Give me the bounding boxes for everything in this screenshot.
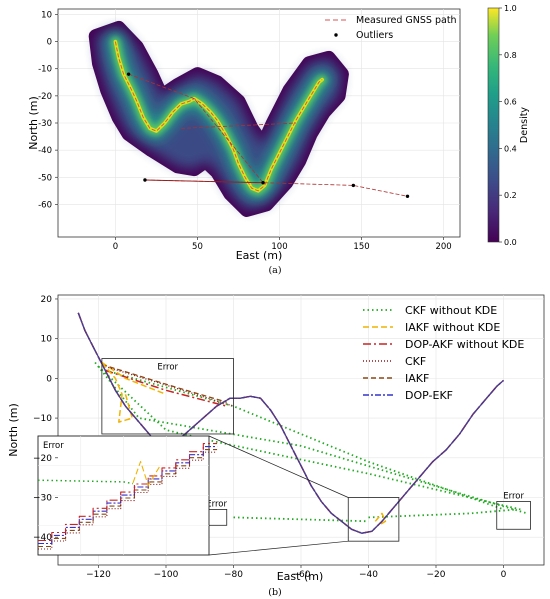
iakf-without-kde-spike [374, 512, 387, 526]
panel-b-ytick-label: 10 [41, 335, 53, 345]
legend-gnss-label: Measured GNSS path [356, 15, 457, 26]
panel-a-xtick-label: 0 [113, 242, 118, 252]
trajectory-main-line [77, 312, 504, 534]
outlier-point [126, 72, 131, 76]
panel-b-ytick-label: 20 [41, 295, 53, 305]
error-box-label: Error [157, 363, 178, 373]
inset-iakf [38, 449, 218, 548]
panel-a-legend: Measured GNSS path Outliers [325, 15, 457, 41]
panel-a-xtick-label: 200 [435, 242, 451, 252]
error-diagonal-ckf [105, 365, 234, 407]
panel-b-xtick-label: −120 [86, 570, 111, 580]
panel-b-xtick-label: −60 [292, 570, 311, 580]
inset-ckf [38, 451, 218, 550]
colorbar-tick-label: 0.4 [504, 144, 517, 153]
inset-connector [208, 435, 349, 498]
outlier-solid-line [144, 179, 264, 184]
legend-outlier-swatch [334, 33, 338, 37]
panel-b-ytick-label: −10 [33, 414, 52, 424]
legend-label: IAKF [405, 372, 429, 385]
panel-b-ylabel: North (m) [7, 403, 20, 457]
inset-iakf-without-kde [132, 460, 161, 486]
colorbar [487, 7, 500, 243]
outlier-point [143, 178, 147, 182]
panel-b-ticks: −120 −100 −80 −60 −40 −20 0 20 10 0 −10 −20 −30 −40 [33, 295, 507, 580]
panel-a-ytick-label: -50 [38, 173, 52, 183]
panel-a-ylabel: North (m) [27, 96, 40, 150]
ckf-without-kde-segment [94, 361, 528, 515]
panel-b-xtick-label: −40 [359, 570, 378, 580]
panel-a-xlabel: East (m) [236, 249, 283, 262]
panel-a-ytick-label: -60 [38, 200, 52, 210]
panel-b-series [77, 312, 528, 534]
panel-b-xlabel: East (m) [277, 570, 324, 583]
gnss-path-line [114, 41, 323, 192]
error-box [347, 497, 400, 542]
panel-a-ytick-label: -30 [38, 119, 52, 129]
panel-a-ytick-label: -20 [38, 92, 52, 102]
colorbar-tick-label: 0.8 [504, 51, 517, 60]
panel-a-ytick-label: 10 [41, 10, 52, 20]
iakf-without-kde-spike [101, 362, 134, 423]
colorbar-label: Density [519, 107, 530, 143]
colorbar-tick-label: 0.0 [504, 238, 517, 247]
inset-connector [208, 540, 349, 556]
colorbar-tick-label: 1.0 [504, 4, 517, 13]
panel-a-xtick-label: 50 [192, 242, 203, 252]
panel-b-xtick-label: −80 [224, 570, 243, 580]
panel-a-ytick-label: -10 [38, 65, 52, 75]
outlier-point [351, 183, 356, 188]
outlier-point [261, 181, 265, 185]
inset-label: Error [43, 441, 64, 451]
panel-b-xtick-label: −100 [154, 570, 179, 580]
panel-a-xtick-label: 100 [271, 242, 287, 252]
legend-outlier-label: Outliers [356, 30, 393, 41]
legend-label: CKF [405, 355, 426, 368]
outlier-jump-line [181, 122, 296, 129]
error-diagonal-iakf-without-kde [101, 361, 167, 395]
panel-b-ytick-label: −30 [33, 494, 52, 504]
colorbar-ticks: 0.0 0.2 0.4 0.6 0.8 1.0 [499, 4, 517, 247]
error-box [496, 501, 531, 530]
error-box-label: Error [206, 499, 227, 509]
panel-b-zoom-inset: Error [37, 435, 349, 556]
inset-dop-ekf [38, 446, 218, 545]
panel-b-ytick-label: −20 [33, 454, 52, 464]
panel-a-ytick-label: -40 [38, 146, 52, 156]
ckf-without-kde-segment [233, 516, 369, 523]
panel-b-ytick-label: −40 [33, 533, 52, 543]
outlier-point [405, 194, 410, 198]
colorbar-tick-label: 0.2 [504, 191, 517, 200]
inset-ckf-without-kde [37, 479, 134, 485]
panel-a-lines [114, 41, 410, 198]
legend-label: DOP-EKF [405, 389, 453, 402]
panel-a-xtick-label: 150 [353, 242, 369, 252]
legend-label: CKF without KDE [405, 304, 497, 317]
panel-b-xtick-label: 0 [501, 570, 507, 580]
panel-b-error-boxes: Error Error Error [101, 358, 531, 542]
error-box-label: Error [503, 491, 524, 501]
panel-b-caption: (b) [268, 587, 282, 598]
inset-dop-akf-without-kde [38, 443, 218, 542]
panel-b-legend: CKF without KDE IAKF without KDE DOP-AKF w… [363, 304, 524, 402]
panel-a-caption: (a) [268, 265, 281, 276]
panel-a-ytick-label: 0 [47, 38, 52, 48]
panel-b-ytick-label: 0 [46, 374, 52, 384]
panel-b-xtick-label: −20 [427, 570, 446, 580]
error-diagonal-iakf [101, 363, 227, 403]
legend-label: DOP-AKF without KDE [405, 338, 524, 351]
error-diagonal-dop-akf-without-kde [105, 369, 227, 407]
legend-label: IAKF without KDE [405, 321, 500, 334]
colorbar-tick-label: 0.6 [504, 98, 517, 107]
error-box [101, 358, 234, 435]
ckf-without-kde-segment [97, 365, 521, 511]
